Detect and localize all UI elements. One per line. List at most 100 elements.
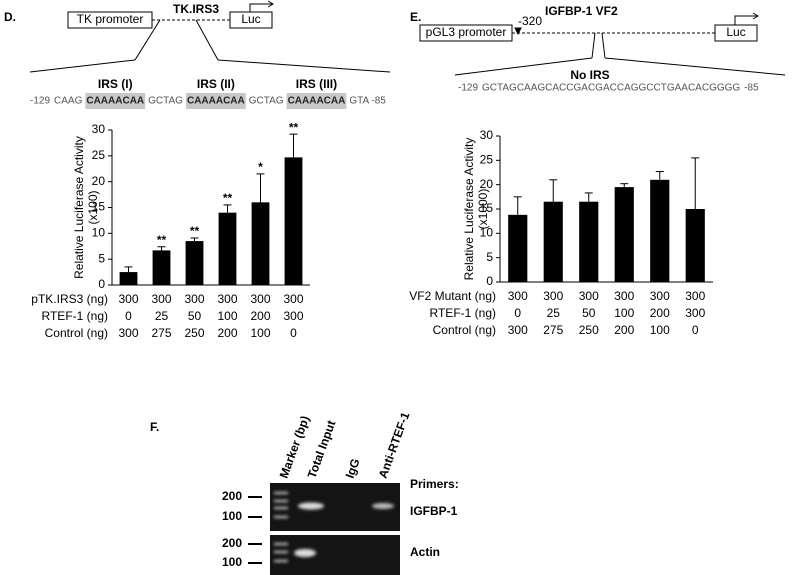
size-label: 100 (222, 555, 242, 569)
size-label: 200 (222, 489, 242, 503)
table-cell: 0 (514, 306, 521, 320)
significance: ** (157, 233, 167, 247)
irs-label: IRS (II) (197, 77, 235, 91)
table-cell: 275 (151, 326, 171, 340)
y-tick-label: 20 (92, 174, 106, 188)
table-cell: 300 (217, 292, 237, 306)
construct-label: TK.IRS3 (173, 2, 219, 16)
y-tick-label: 15 (480, 201, 494, 215)
table-cell: 300 (650, 289, 670, 303)
table-cell: 100 (250, 326, 270, 340)
lane-label: Total Input (305, 419, 339, 481)
panel-label: D. (4, 10, 16, 24)
size-label: 100 (222, 509, 242, 523)
table-cell: 25 (155, 309, 169, 323)
panel-label: F. (150, 420, 159, 434)
table-cell: 100 (614, 306, 634, 320)
irs-label: IRS (I) (98, 77, 133, 91)
bar (508, 214, 528, 282)
y-axis-label: (x1000) (476, 189, 490, 230)
table-cell: 25 (547, 306, 561, 320)
sequence-segment: CAAAACAA (288, 96, 346, 107)
reporter-label: Luc (726, 25, 745, 39)
reporter-label: Luc (241, 12, 260, 26)
y-tick-label: 10 (92, 226, 106, 240)
y-tick-label: 0 (98, 277, 105, 291)
table-cell: 300 (543, 289, 563, 303)
table-cell: 300 (151, 292, 171, 306)
bar (579, 201, 599, 282)
y-axis-label: Relative Luciferase Activity (72, 136, 86, 279)
table-cell: 300 (118, 292, 138, 306)
y-tick-label: 25 (92, 148, 106, 162)
error-bar (190, 237, 199, 242)
sequence-segment: CAAAACAA (86, 96, 144, 107)
error-bar (513, 196, 522, 215)
panel-label: E. (410, 10, 421, 24)
bar (284, 157, 303, 285)
irs-highlight (85, 93, 146, 109)
size-label: 200 (222, 536, 242, 550)
sequence-segment: CAAAACAA (187, 96, 245, 107)
row-label: Control (ng) (45, 326, 108, 340)
y-axis-label: Relative Luciferase Activity (462, 138, 476, 281)
table-cell: 300 (250, 292, 270, 306)
table-cell: 250 (184, 326, 204, 340)
y-tick-label: 5 (98, 251, 105, 265)
error-bar (256, 173, 265, 203)
error-bar (223, 204, 232, 213)
y-tick-label: 5 (486, 250, 493, 264)
table-cell: 300 (283, 309, 303, 323)
significance: ** (190, 224, 200, 238)
table-cell: 100 (650, 323, 670, 337)
row-label: Control (ng) (433, 323, 496, 337)
sequence-segment: GTA -85 (349, 96, 386, 107)
table-cell: 0 (290, 326, 297, 340)
y-tick-label: 10 (480, 226, 494, 240)
bar (685, 209, 705, 282)
y-axis-label: (x100) (86, 190, 100, 224)
y-tick-label: 30 (92, 122, 106, 136)
table-cell: 50 (582, 306, 596, 320)
primer-label: IGFBP-1 (410, 504, 458, 518)
table-cell: 300 (685, 306, 705, 320)
y-tick-label: 30 (480, 128, 494, 142)
row-label: RTEF-1 (ng) (430, 306, 496, 320)
bar (218, 212, 237, 285)
table-cell: 300 (508, 323, 528, 337)
table-cell: 100 (217, 309, 237, 323)
error-bar (620, 183, 629, 188)
y-tick-label: 0 (486, 274, 493, 288)
table-cell: 50 (188, 309, 202, 323)
y-tick-label: 15 (92, 200, 106, 214)
table-cell: 300 (579, 289, 599, 303)
bar (185, 241, 204, 285)
table-cell: 250 (579, 323, 599, 337)
table-cell: 300 (118, 326, 138, 340)
table-cell: 275 (543, 323, 563, 337)
note: No IRS (570, 68, 609, 82)
irs-label: IRS (III) (296, 77, 337, 91)
table-cell: 200 (250, 309, 270, 323)
table-cell: 200 (614, 323, 634, 337)
bar (614, 187, 634, 282)
significance: * (258, 160, 263, 174)
sequence-segment: -129 (458, 83, 478, 94)
significance: ** (289, 120, 299, 134)
sequence-segment: -85 (744, 83, 759, 94)
error-bar (124, 266, 133, 273)
bar (152, 250, 171, 285)
table-cell: 300 (614, 289, 634, 303)
row-label: VF2 Mutant (ng) (409, 289, 496, 303)
table-cell: 300 (685, 289, 705, 303)
bar (119, 272, 138, 285)
table-cell: 200 (217, 326, 237, 340)
table-cell: 200 (650, 306, 670, 320)
row-label: RTEF-1 (ng) (42, 309, 108, 323)
sequence-segment: GCTAGCAAGCACCGACGACCAGGCCTGAACACGGGG (482, 83, 740, 94)
error-bar (157, 246, 166, 251)
lane-label: Anti-RTEF-1 (376, 410, 413, 480)
sequence-segment: CAAG (54, 96, 83, 107)
sequence-segment: GCTAG (249, 96, 284, 107)
